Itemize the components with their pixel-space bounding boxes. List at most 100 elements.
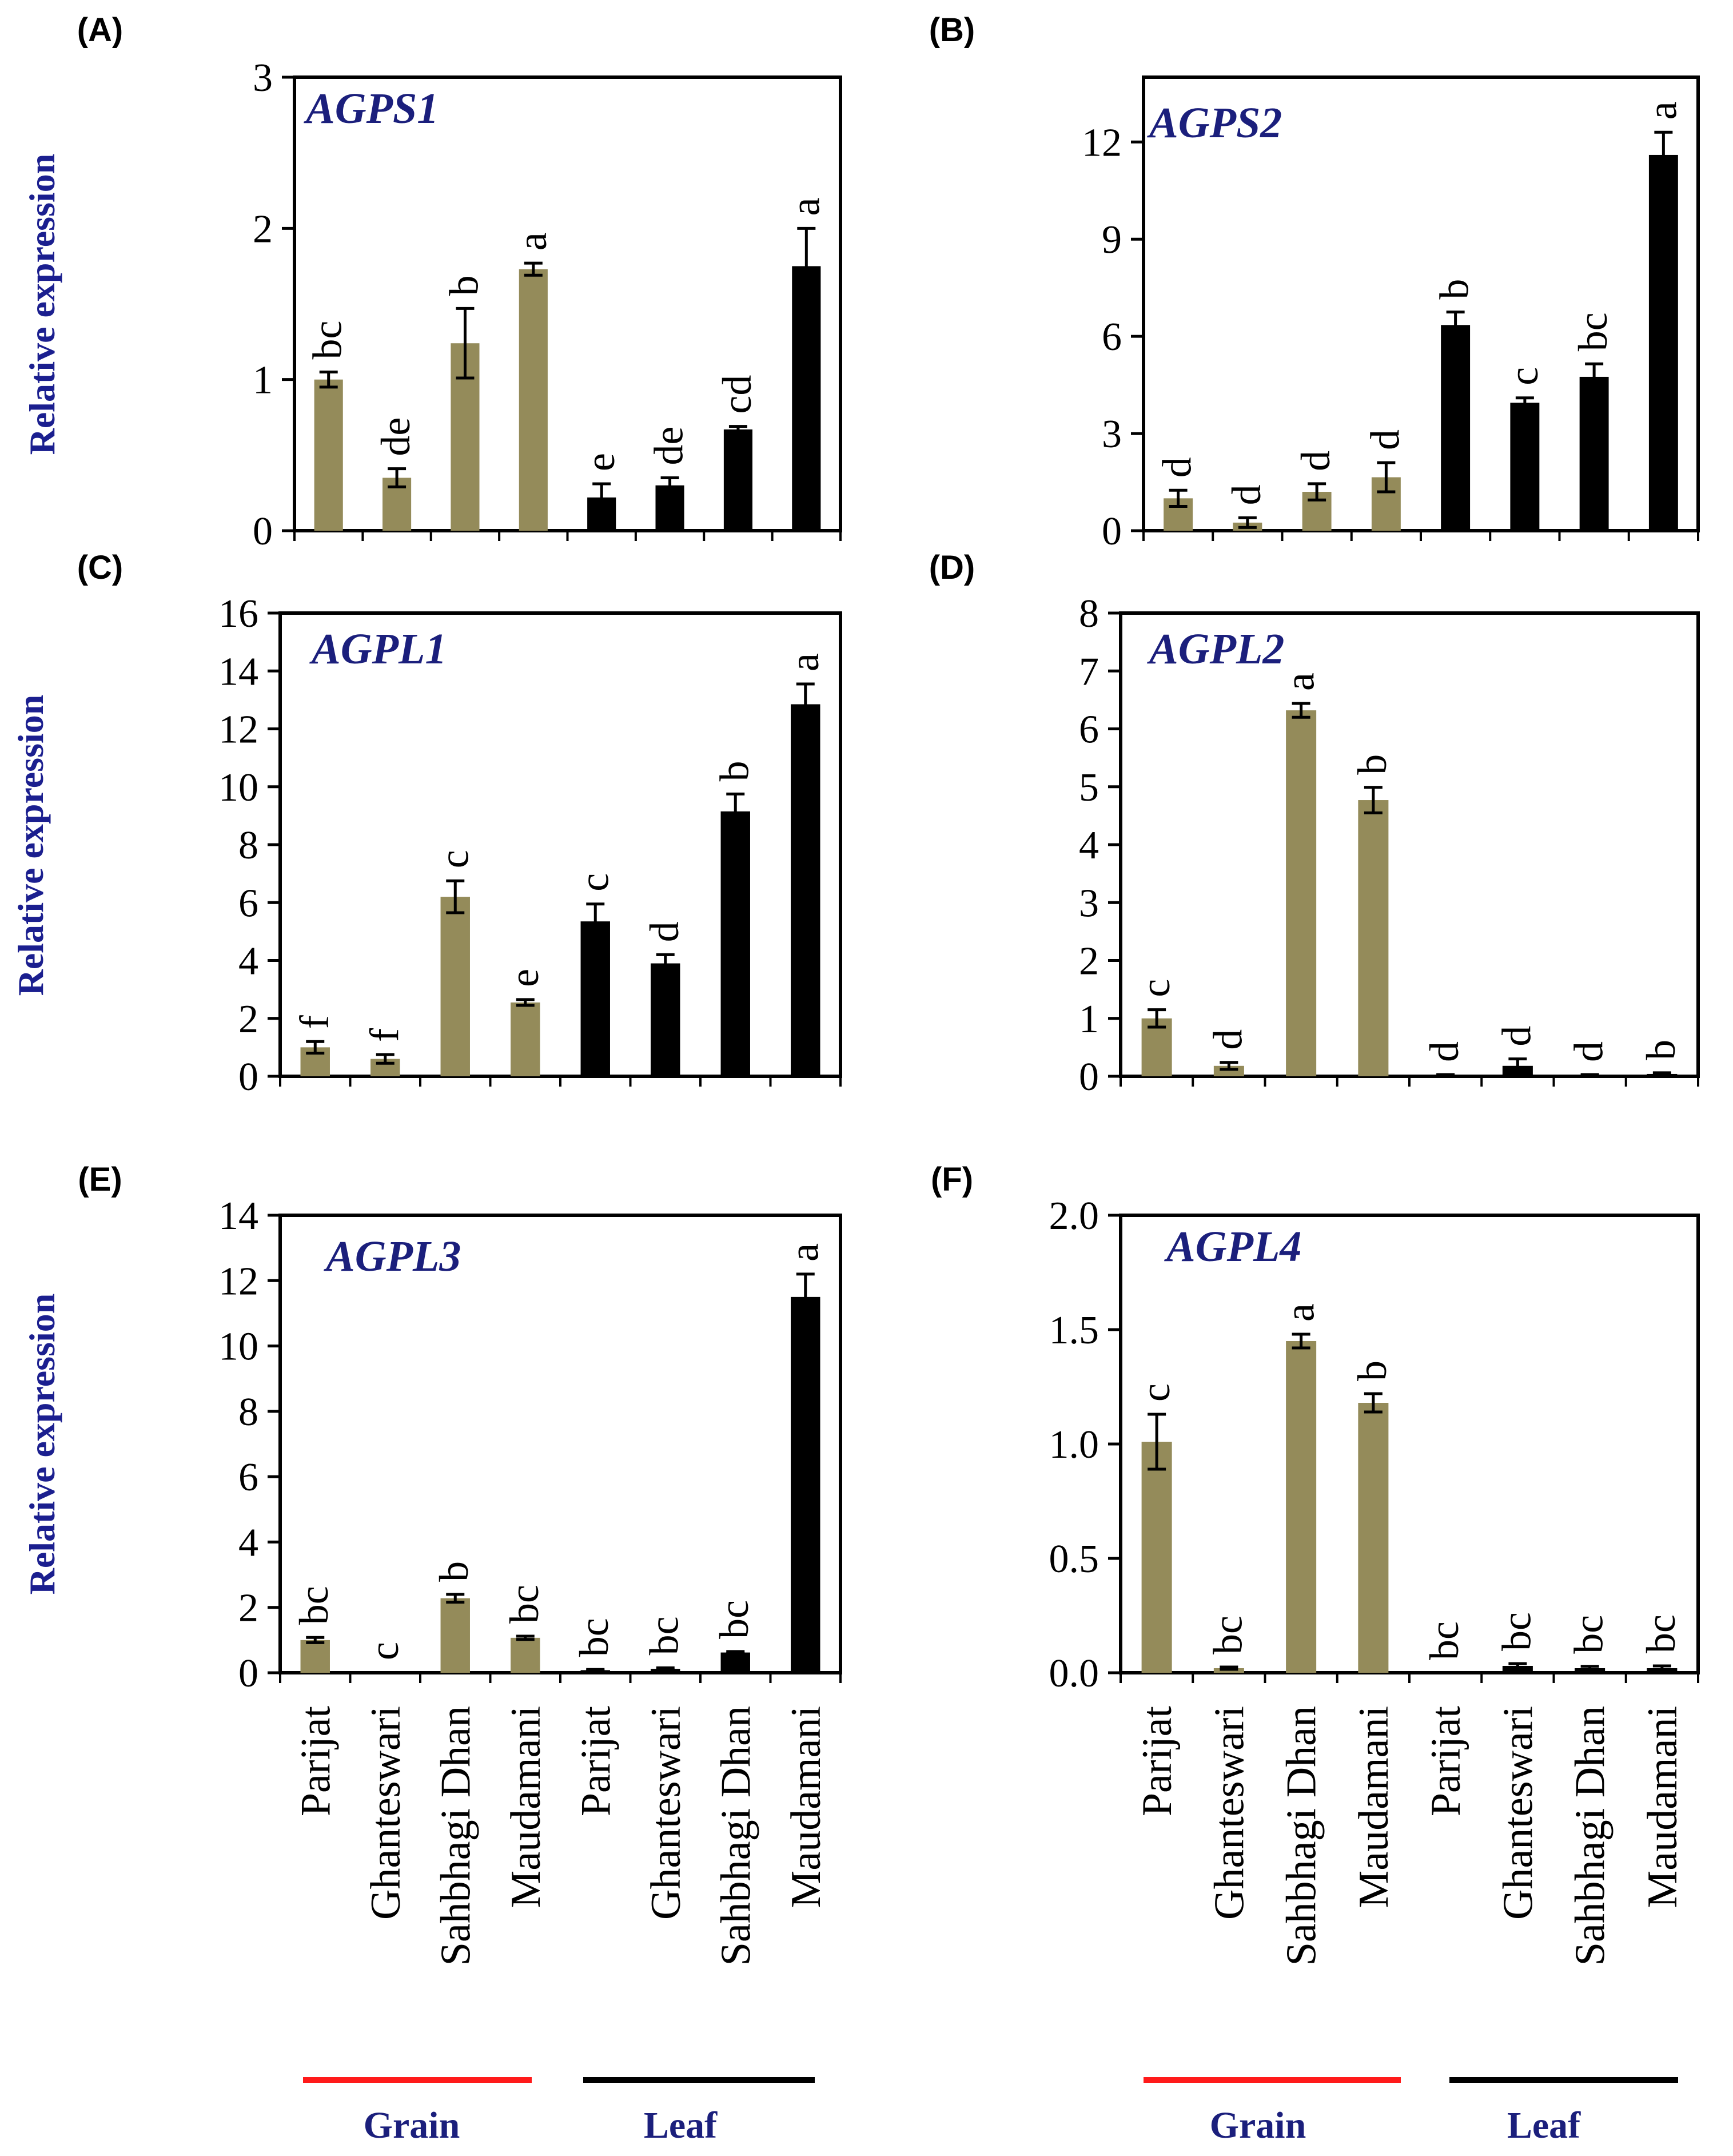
y-tick-label: 14	[218, 1194, 258, 1238]
significance-letter: a	[782, 197, 828, 216]
group-label: Grain	[364, 2105, 460, 2146]
significance-letter: a	[782, 653, 827, 671]
y-tick-label: 0	[1102, 510, 1122, 554]
y-tick-label: 3	[1079, 881, 1099, 925]
significance-letter: c	[361, 1642, 407, 1660]
y-tick-label: 4	[238, 1521, 258, 1565]
x-category-label: Ghanteswari	[362, 1706, 409, 1920]
bar	[300, 1640, 330, 1673]
bar	[511, 1002, 540, 1076]
bar	[1358, 800, 1389, 1076]
x-category-label: Maudamani	[783, 1706, 830, 1908]
bar	[651, 963, 680, 1076]
bar	[1141, 1442, 1172, 1673]
y-tick-label: 1.0	[1049, 1423, 1099, 1467]
panel-title: AGPL3	[324, 1232, 461, 1280]
bar	[580, 921, 610, 1076]
significance-letter: e	[501, 969, 547, 987]
significance-letter: b	[431, 1561, 477, 1582]
significance-letter: e	[577, 453, 623, 471]
y-tick-label: 6	[1102, 315, 1122, 359]
y-axis-label: Relative expression	[10, 695, 51, 996]
y-tick-label: 12	[218, 708, 258, 752]
significance-letter: de	[373, 417, 419, 456]
significance-letter: a	[509, 232, 555, 250]
y-tick-label: 9	[1102, 218, 1122, 262]
panel-label: (F)	[931, 1161, 973, 1198]
y-tick-label: 10	[218, 1325, 258, 1369]
y-tick-label: 2	[253, 207, 273, 251]
significance-letter: bc	[711, 1600, 757, 1639]
significance-letter: d	[642, 921, 687, 942]
panel-title: AGPS2	[1147, 99, 1282, 147]
significance-letter: bc	[642, 1616, 687, 1655]
x-category-label: Sahbhagi Dhan	[1278, 1706, 1325, 1966]
bar	[1510, 403, 1540, 531]
bar	[519, 269, 548, 531]
y-tick-label: 6	[238, 1455, 258, 1499]
group-label: Grain	[1210, 2105, 1306, 2146]
significance-letter: d	[1224, 484, 1269, 505]
y-tick-label: 0	[238, 1055, 258, 1099]
x-category-label: Parijat	[572, 1706, 619, 1817]
significance-letter: bc	[1566, 1615, 1612, 1654]
significance-letter: f	[361, 1028, 407, 1042]
panel-title: AGPL4	[1164, 1223, 1301, 1271]
bar	[1286, 1341, 1317, 1673]
significance-letter: c	[1133, 979, 1178, 997]
significance-letter: d	[1205, 1029, 1250, 1050]
bar	[440, 1598, 470, 1673]
significance-letter: c	[431, 850, 477, 868]
y-tick-label: 10	[218, 766, 258, 810]
significance-letter: bc	[1421, 1621, 1467, 1660]
y-tick-label: 0	[253, 510, 273, 554]
x-category-label: Ghanteswari	[1206, 1706, 1253, 1920]
y-tick-label: 2	[238, 1586, 258, 1630]
y-tick-label: 2	[238, 997, 258, 1041]
significance-letter: bc	[1493, 1612, 1539, 1651]
y-tick-label: 7	[1079, 650, 1099, 694]
panel-label: (A)	[77, 11, 123, 49]
significance-letter: d	[1362, 429, 1408, 450]
significance-letter: c	[1501, 367, 1547, 385]
y-axis-label: Relative expression	[22, 1294, 62, 1595]
significance-letter: d	[1493, 1026, 1539, 1047]
y-tick-label: 2	[1079, 940, 1099, 984]
x-category-label: Parijat	[1423, 1706, 1469, 1817]
x-category-label: Parijat	[1134, 1706, 1181, 1817]
significance-letter: c	[1133, 1383, 1178, 1402]
y-tick-label: 1.5	[1049, 1308, 1099, 1353]
y-tick-label: 5	[1079, 766, 1099, 810]
bar	[440, 897, 470, 1076]
significance-letter: cd	[714, 375, 760, 414]
y-tick-label: 0	[1079, 1055, 1099, 1099]
bar	[1441, 325, 1471, 531]
y-tick-label: 1	[253, 359, 273, 403]
significance-letter: b	[1638, 1040, 1684, 1060]
significance-letter: b	[1349, 754, 1395, 775]
y-tick-label: 0	[238, 1652, 258, 1696]
y-tick-label: 14	[218, 650, 258, 694]
bar	[791, 1296, 820, 1673]
y-tick-label: 16	[218, 592, 258, 636]
significance-letter: a	[782, 1243, 827, 1262]
y-tick-label: 1	[1079, 997, 1099, 1041]
bar	[792, 266, 821, 531]
y-tick-label: 12	[1082, 121, 1122, 165]
bar	[1286, 710, 1317, 1076]
x-category-label: Maudamani	[503, 1706, 549, 1908]
plot-frame	[1119, 611, 1700, 1078]
bar	[1648, 154, 1678, 531]
panel-label: (D)	[929, 549, 975, 586]
significance-letter: d	[1293, 451, 1338, 471]
y-tick-label: 3	[1102, 412, 1122, 456]
plot-frame	[293, 75, 842, 532]
significance-letter: bc	[571, 1618, 617, 1657]
y-tick-label: 8	[238, 1390, 258, 1434]
significance-letter: f	[291, 1015, 337, 1029]
y-tick-label: 3	[253, 56, 273, 100]
y-axis-label: Relative expression	[22, 154, 62, 455]
significance-letter: a	[1639, 101, 1685, 120]
significance-letter: de	[646, 427, 692, 466]
panel-title: AGPL1	[309, 625, 447, 673]
